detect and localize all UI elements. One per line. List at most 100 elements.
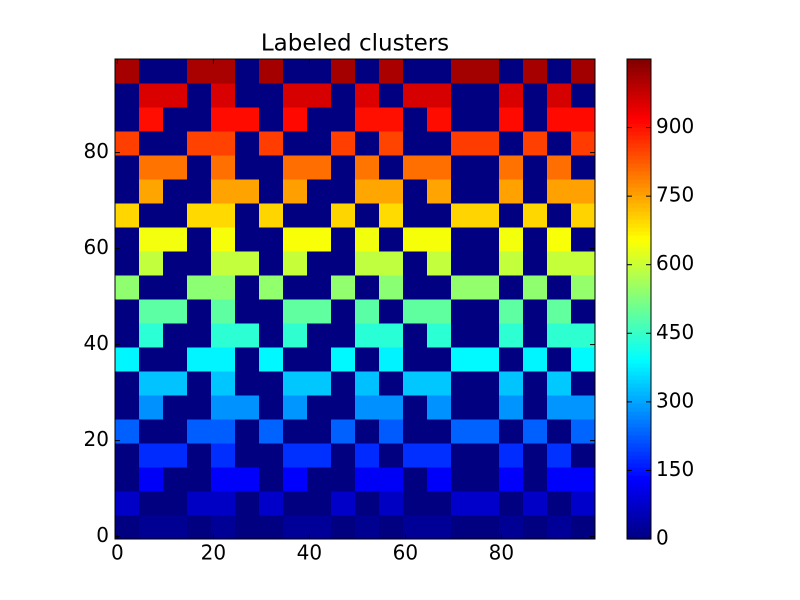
colorbar-segment [627,371,651,376]
colorbar-segment [627,71,651,76]
colorbar [627,59,651,540]
cell [283,131,308,156]
x-tick-label: 0 [111,541,124,565]
colorbar-segment [627,191,651,196]
cell [307,443,332,468]
colorbar-segment [627,511,651,516]
cell [475,371,500,396]
cell [523,491,548,516]
colorbar-segment [627,523,651,528]
cell [259,347,284,372]
cell [139,59,164,84]
cell [427,107,452,132]
cell [379,155,404,180]
cell [115,491,140,516]
cell [331,299,356,324]
cell [547,515,572,540]
colorbar-segment [627,295,651,300]
cell [163,83,188,108]
colorbar-segment [627,407,651,412]
x-tick-label: 20 [201,541,226,565]
cell [139,371,164,396]
colorbar-segment [627,367,651,372]
cell [571,467,596,492]
cell [163,59,188,84]
cell [547,491,572,516]
colorbar-segment [627,275,651,280]
colorbar-segment [627,271,651,276]
colorbar-segment [627,147,651,152]
colorbar-segment [627,87,651,92]
cell [187,59,212,84]
cell [187,299,212,324]
cell [187,275,212,300]
colorbar-segment [627,455,651,460]
cell [283,203,308,228]
x-tick-label: 80 [489,541,514,565]
y-tick-label: 20 [84,427,109,451]
cell [571,227,596,252]
colorbar-segment [627,527,651,532]
cell [475,179,500,204]
cell [259,443,284,468]
colorbar-segment [627,283,651,288]
cell [235,347,260,372]
colorbar-segment [627,327,651,332]
cell [235,59,260,84]
cell [259,131,284,156]
cell [547,179,572,204]
cell [139,299,164,324]
cell [523,323,548,348]
cell [379,107,404,132]
cell [523,395,548,420]
cell [379,515,404,540]
cell [427,275,452,300]
cell [307,395,332,420]
cell [571,251,596,276]
cell [163,395,188,420]
cell [211,59,236,84]
cell [499,155,524,180]
colorbar-segment [627,239,651,244]
cell [403,323,428,348]
cell [523,203,548,228]
cell [283,59,308,84]
cell [139,275,164,300]
cell [331,227,356,252]
cell [331,275,356,300]
colorbar-segment [627,183,651,188]
colorbar-segment [627,299,651,304]
cell [427,83,452,108]
cell [451,131,476,156]
cell [379,83,404,108]
cell [403,467,428,492]
colorbar-segment [627,411,651,416]
cell [115,251,140,276]
cell [403,371,428,396]
cell [259,299,284,324]
colorbar-segment [627,519,651,524]
cell [499,395,524,420]
cell [283,395,308,420]
cell [139,347,164,372]
cell [571,395,596,420]
cell [499,107,524,132]
cell [547,155,572,180]
colorbar-segment [627,535,651,540]
cell [187,107,212,132]
cell [355,491,380,516]
cell [523,227,548,252]
colorbar-segment [627,223,651,228]
cell [403,227,428,252]
colorbar-segment [627,199,651,204]
cell [571,179,596,204]
cell [187,371,212,396]
cell [163,179,188,204]
cell [523,419,548,444]
cell [571,275,596,300]
cell [379,371,404,396]
cell [163,107,188,132]
cell [259,323,284,348]
colorbar-segment [627,263,651,268]
